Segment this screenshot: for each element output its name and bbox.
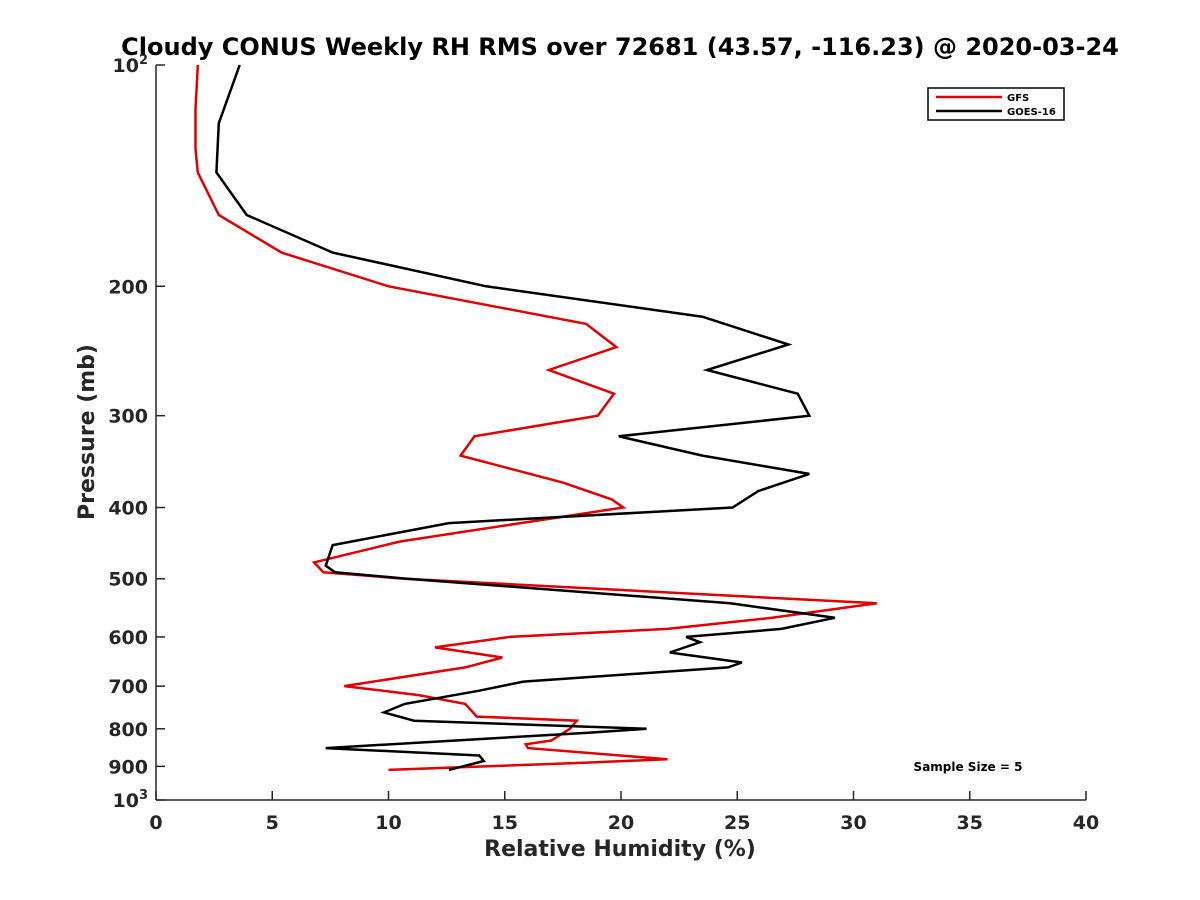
y-tick-label-400: 400 (108, 498, 148, 520)
x-tick-label-30: 30 (840, 812, 866, 834)
y-tick-label-1000: 103 (113, 788, 149, 812)
plot-area: 0 5 10 15 20 25 30 35 40 102 200 300 400 500 600 700 800… (108, 53, 1099, 834)
x-tick-label-0: 0 (149, 812, 162, 834)
series-line-goes16 (215, 64, 836, 772)
y-tick-label-900: 900 (108, 756, 148, 778)
legend-label-goes16: GOES-16 (1007, 107, 1056, 118)
x-tick-label-15: 15 (492, 812, 518, 834)
legend: GFS GOES-16 (927, 87, 1065, 121)
series-line-gfs (194, 64, 877, 772)
y-axis-label: Pressure (mb) (75, 344, 100, 520)
x-tick-label-5: 5 (266, 812, 279, 834)
y-tick-label-100: 102 (113, 53, 149, 77)
y-tick-label-700: 700 (108, 676, 148, 698)
y-tick-label-600: 600 (108, 627, 148, 649)
legend-box (927, 87, 1065, 121)
y-tick-label-800: 800 (108, 719, 148, 741)
x-tick-label-20: 20 (608, 812, 634, 834)
x-tick-label-40: 40 (1073, 812, 1099, 834)
x-axis-label: Relative Humidity (%) (484, 837, 756, 862)
y-tick-label-200: 200 (108, 276, 148, 298)
legend-label-gfs: GFS (1007, 93, 1029, 104)
chart-title: Cloudy CONUS Weekly RH RMS over 72681 (4… (121, 33, 1119, 61)
x-tick-label-10: 10 (375, 812, 401, 834)
x-tick-label-35: 35 (957, 812, 983, 834)
sample-size-annotation: Sample Size = 5 (914, 760, 1023, 774)
y-tick-label-300: 300 (108, 406, 148, 428)
y-tick-label-500: 500 (108, 569, 148, 591)
x-tick-label-25: 25 (724, 812, 750, 834)
